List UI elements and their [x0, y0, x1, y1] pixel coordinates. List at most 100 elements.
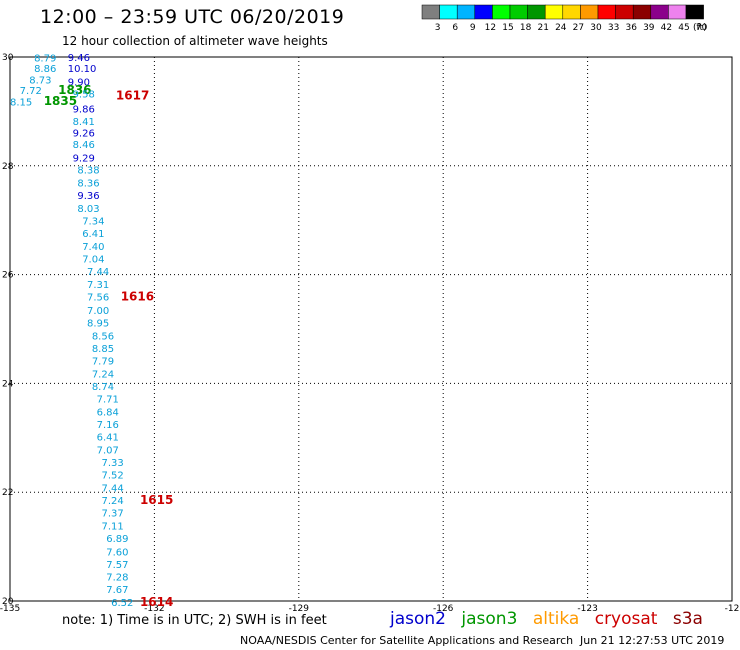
swh-point-label: 8.86 — [34, 64, 56, 75]
swh-point-label: 8.79 — [34, 53, 56, 64]
swh-point-label: 8.41 — [73, 117, 95, 128]
colorbar-label: 18 — [520, 23, 532, 33]
swh-point-label: 7.67 — [106, 585, 128, 596]
swh-point-label: 7.07 — [97, 446, 119, 457]
colorbar-swatch — [632, 4, 652, 20]
swh-point-label: 6.89 — [106, 534, 128, 545]
colorbar-label: 6 — [452, 23, 458, 33]
swh-point-label: 7.40 — [82, 242, 104, 253]
swh-point-label: 1835 — [44, 94, 77, 108]
swh-point-label: 7.24 — [92, 369, 114, 380]
colorbar-label: 3 — [435, 23, 441, 33]
y-tick-label: 20 — [2, 597, 14, 607]
colorbar-label: 36 — [625, 23, 637, 33]
x-tick-label: -135 — [0, 604, 20, 614]
colorbar-swatch — [650, 4, 669, 20]
swh-point-label: 8.36 — [77, 178, 99, 189]
swh-point-label: 7.52 — [101, 471, 123, 482]
colorbar-unit: (ft) — [693, 23, 707, 33]
legend-altika: altika — [532, 609, 580, 629]
swh-point-label: 9.90 — [68, 77, 90, 88]
swh-point-label: 6.41 — [82, 229, 104, 240]
chart-title: 12:00 – 23:59 UTC 06/20/2019 — [40, 6, 345, 28]
swh-point-label: 8.46 — [73, 140, 95, 151]
swh-point-label: 7.28 — [106, 572, 128, 583]
y-tick-label: 24 — [2, 379, 14, 389]
swh-point-label: 1615 — [140, 493, 173, 507]
swh-point-label: 1614 — [140, 595, 173, 609]
y-tick-label: 30 — [2, 53, 14, 63]
swh-point-label: 8.95 — [87, 318, 109, 329]
y-tick-label: 22 — [2, 488, 13, 498]
x-tick-label: -12 — [725, 604, 740, 614]
swh-point-label: 9.36 — [77, 191, 99, 202]
swh-point-label: 9.58 — [73, 89, 95, 100]
swh-point-label: 8.38 — [77, 165, 99, 176]
x-tick-label: -132 — [144, 604, 164, 614]
colorbar-swatch — [668, 4, 687, 20]
legend-s3a: s3a — [672, 609, 703, 629]
swh-point-label: 7.31 — [87, 280, 109, 291]
y-tick-label: 26 — [2, 271, 14, 281]
legend-jason2: jason2 — [390, 609, 446, 629]
colorbar-swatch — [439, 4, 458, 20]
swh-point-label: 7.33 — [101, 458, 123, 469]
y-tick-label: 28 — [2, 162, 14, 172]
swh-point-label: 7.11 — [101, 522, 123, 533]
swh-point-label: 8.03 — [77, 204, 99, 215]
colorbar-swatch — [474, 4, 493, 20]
credit-text: NOAA/NESDIS Center for Satellite Applica… — [240, 634, 574, 647]
swh-point-label: 7.34 — [82, 217, 104, 228]
colorbar-label: 9 — [470, 23, 476, 33]
colorbar-label: 33 — [608, 23, 619, 33]
colorbar-swatch — [597, 4, 616, 20]
swh-point-label: 8.15 — [10, 97, 32, 108]
swh-point-label: 9.46 — [68, 53, 90, 64]
swh-point-label: 8.74 — [92, 382, 114, 393]
swh-point-label: 7.37 — [101, 509, 123, 520]
swh-point-label: 7.16 — [97, 420, 119, 431]
x-tick-label: -126 — [433, 604, 454, 614]
colorbar-label: 15 — [502, 23, 513, 33]
swh-point-label: 1617 — [116, 88, 149, 102]
swh-point-label: 7.44 — [101, 484, 123, 495]
swh-point-label: 7.71 — [97, 394, 119, 405]
swh-point-label: 9.26 — [73, 128, 95, 139]
units-note: note: 1) Time is in UTC; 2) SWH is in fe… — [62, 613, 327, 628]
swh-point-label: 6.84 — [97, 407, 119, 418]
colorbar-swatch — [580, 4, 599, 20]
colorbar-swatch — [685, 4, 704, 20]
swh-point-label: 7.24 — [101, 496, 123, 507]
colorbar-label: 27 — [573, 23, 584, 33]
swh-point-label: 9.29 — [73, 153, 95, 164]
swh-point-label: 1616 — [121, 290, 154, 304]
swh-point-label: 7.60 — [106, 547, 128, 558]
plot-frame — [9, 56, 733, 602]
x-tick-label: -129 — [289, 604, 310, 614]
legend-jason3: jason3 — [461, 609, 518, 629]
swh-point-label: 7.44 — [87, 267, 109, 278]
chart-subtitle: 12 hour collection of altimeter wave hei… — [62, 34, 328, 48]
swh-point-label: 7.56 — [87, 293, 109, 304]
colorbar-label: 70 — [696, 23, 708, 33]
swh-point-label: 8.73 — [29, 76, 51, 87]
swh-point-label: 7.79 — [92, 356, 114, 367]
swh-point-label: 7.72 — [20, 86, 42, 97]
swh-point-label: 7.00 — [87, 306, 109, 317]
colorbar-swatch — [527, 4, 546, 20]
x-tick-label: -123 — [577, 604, 597, 614]
swh-point-label: 7.57 — [106, 560, 128, 571]
colorbar-label: 12 — [485, 23, 496, 33]
generated-timestamp: Jun 21 12:27:53 UTC 2019 — [580, 634, 725, 647]
colorbar-swatch — [615, 4, 634, 20]
colorbar-label: 39 — [643, 23, 655, 33]
swh-point-label: 10.10 — [68, 64, 97, 75]
swh-point-label: 6.41 — [97, 433, 119, 444]
colorbar-swatch — [421, 4, 440, 20]
colorbar-label: 45 — [678, 23, 689, 33]
swh-point-label: 7.04 — [82, 255, 104, 266]
colorbar-swatch — [544, 4, 564, 20]
swh-point-label: 8.85 — [92, 344, 114, 355]
legend-cryosat: cryosat — [594, 609, 658, 629]
